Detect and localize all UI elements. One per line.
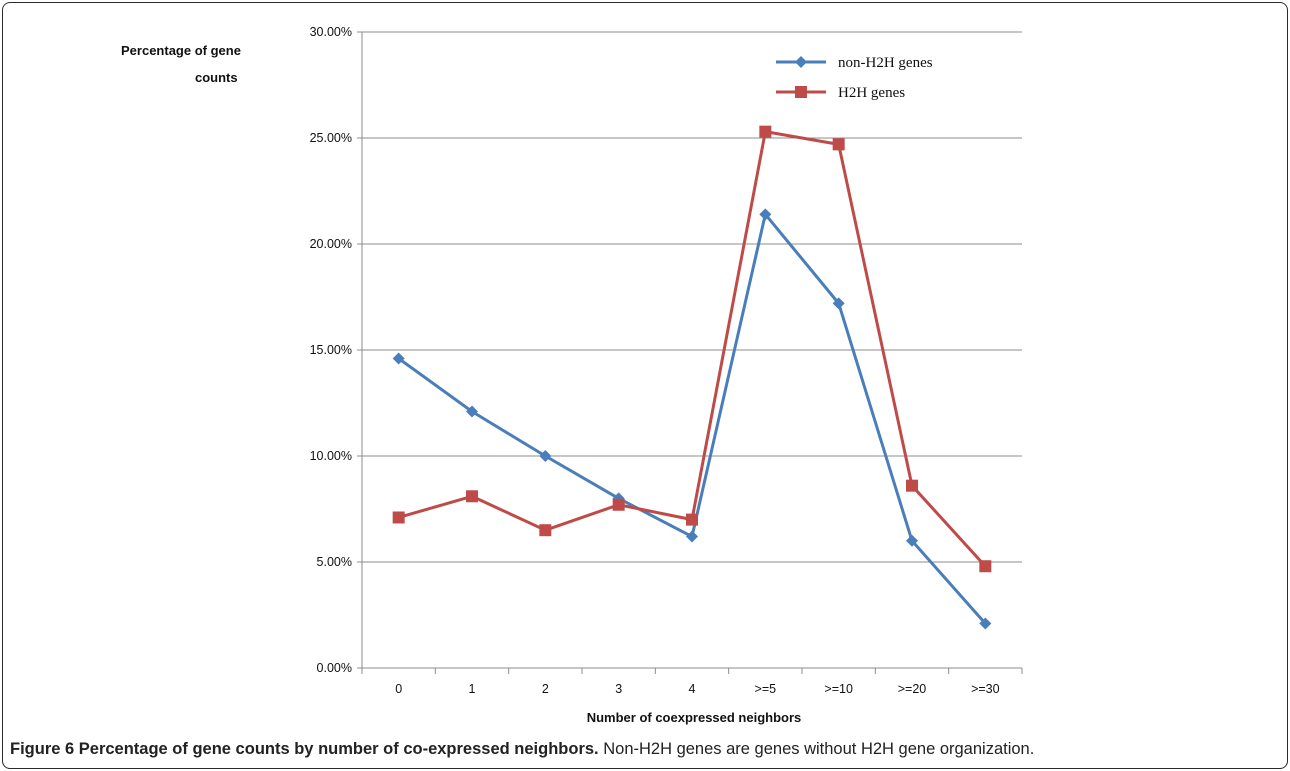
x-tick-labels: 0 1 2 3 4 >=5 >=10 >=20 >=30 [395,682,999,696]
gridlines [362,31,1022,563]
series-1-point-1 [466,490,478,503]
figure-caption: Figure 6 Percentage of gene counts by nu… [10,740,1280,759]
legend-label-0: non-H2H genes [838,55,933,71]
x-axis-title: Number of coexpressed neighbors [587,710,802,725]
series-line-1 [398,130,987,568]
x-tick-label-6: >=10 [824,682,853,696]
series-0-point-5 [759,208,772,221]
series-0-point-7 [906,534,918,547]
series-1-point-3 [612,498,625,511]
series-0-point-2 [539,450,552,462]
line-chart: 0.00%5.00%10.00%15.00%20.00%25.00%30.00%… [121,25,1023,725]
series-group [392,125,992,630]
y-axis-title-line-2: counts [195,70,238,85]
y-tick-label-0: 0.00% [317,661,352,675]
x-tick-label-0: 0 [395,682,402,696]
series-0-point-0 [392,352,405,365]
series-0 [392,208,992,630]
series-1-point-4 [686,513,698,526]
series-1 [392,125,992,573]
series-1-point-6 [832,138,845,151]
series-0-point-1 [466,405,478,418]
y-tick-label-1: 5.00% [317,555,352,569]
legend-marker-0 [795,56,807,68]
x-tick-label-1: 1 [469,682,476,696]
x-tick-label-7: >=20 [898,682,927,696]
legend: non-H2H genes H2H genes [776,55,933,101]
caption-label: Figure 6 Percentage of gene counts by nu… [10,740,599,758]
y-tick-label-6: 30.00% [310,25,352,39]
x-tick-label-2: 2 [542,682,549,696]
x-tick-label-8: >=30 [971,682,1000,696]
series-0-point-6 [832,297,845,310]
caption-text: Non-H2H genes are genes without H2H gene… [598,740,1035,758]
series-1-point-0 [392,511,405,524]
y-tick-label-2: 10.00% [310,449,352,463]
y-tick-label-5: 25.00% [310,131,352,145]
axes [357,31,1023,674]
x-tick-label-5: >=5 [755,682,777,696]
legend-marker-1 [795,86,807,98]
series-1-point-7 [906,479,918,492]
series-0-point-4 [686,530,698,543]
series-0-point-8 [979,617,992,630]
y-axis-title-line-1: Percentage of gene [121,43,241,58]
legend-label-1: H2H genes [838,85,905,101]
x-tick-label-3: 3 [615,682,622,696]
y-tick-label-3: 15.00% [310,343,352,357]
series-1-point-8 [979,560,992,573]
y-tick-labels: 0.00% 5.00% 10.00% 15.00% 20.00% 25.00% 30.00% [310,25,352,675]
y-tick-label-4: 20.00% [310,237,352,251]
x-tick-label-4: 4 [689,682,696,696]
series-1-point-2 [539,524,552,537]
series-1-point-5 [759,125,772,138]
